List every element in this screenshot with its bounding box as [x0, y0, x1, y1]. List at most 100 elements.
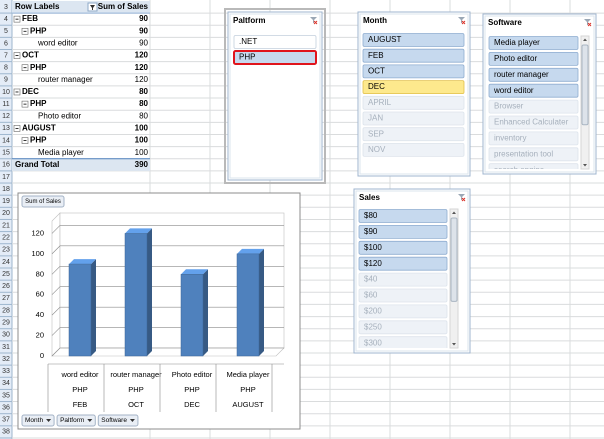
slicer-item[interactable]	[358, 224, 448, 239]
slicer-item[interactable]	[358, 288, 448, 303]
slicer-item[interactable]	[488, 163, 579, 177]
field-button[interactable]	[56, 414, 96, 427]
pivot-item: Media player	[38, 148, 84, 157]
slicer-item-label[interactable]: NOV	[368, 145, 386, 154]
row-number: 13	[2, 125, 10, 132]
slicer-item-label[interactable]: Media player	[494, 38, 540, 47]
grid-line	[51, 286, 284, 295]
slicer-item[interactable]	[362, 80, 465, 94]
field-button[interactable]	[21, 414, 55, 427]
slicer-item-label[interactable]: Browser	[494, 102, 524, 111]
row-number: 28	[2, 307, 10, 314]
clear-filter-icon[interactable]	[310, 17, 317, 23]
clear-filter-icon[interactable]	[458, 17, 465, 23]
slicer-item[interactable]	[358, 304, 448, 319]
slicer-item[interactable]	[358, 320, 448, 335]
slicer-item-label[interactable]: APRIL	[368, 98, 392, 107]
slicer-item-label[interactable]: $90	[364, 227, 378, 236]
slicer-item[interactable]	[488, 83, 579, 98]
slicer-item[interactable]	[233, 35, 317, 49]
slicer-item-label[interactable]: SEP	[368, 129, 384, 138]
pivot-total-value: 390	[135, 160, 149, 169]
slicer-item[interactable]	[488, 36, 579, 50]
slicer-item-label[interactable]: DEC	[368, 82, 385, 91]
slicer-item-label[interactable]: FEB	[368, 51, 384, 60]
slicer-item-label[interactable]: $80	[364, 211, 378, 220]
row-number: 23	[2, 247, 10, 254]
slicer-item[interactable]	[488, 52, 579, 66]
pivot-value: 120	[135, 63, 149, 72]
field-button-label[interactable]: Month	[25, 417, 43, 424]
slicer-item[interactable]	[358, 336, 448, 350]
field-button-arrow[interactable]	[87, 419, 93, 422]
slicer-item-label[interactable]: .NET	[239, 37, 257, 46]
slicer-item[interactable]	[362, 95, 465, 110]
slicer-item-label[interactable]: OCT	[368, 67, 385, 76]
row-number: 19	[2, 198, 10, 205]
scroll-down-arrow[interactable]	[452, 343, 456, 346]
clear-filter-icon[interactable]	[458, 194, 465, 200]
slicer-item-label[interactable]: word editor	[493, 86, 534, 95]
slicer-item-label[interactable]: inventory	[494, 134, 526, 143]
slicer-item[interactable]	[362, 33, 465, 47]
scrollbar-thumb[interactable]	[581, 44, 589, 126]
field-button-label[interactable]: Software	[101, 417, 127, 424]
slicer-item-label[interactable]: router manager	[494, 70, 549, 79]
row-number: 8	[4, 65, 8, 72]
slicer-item-label[interactable]: presentation tool	[494, 149, 553, 158]
slicer-item[interactable]	[233, 50, 317, 65]
scroll-up-arrow[interactable]	[583, 38, 587, 42]
field-button-label[interactable]: Paltform	[60, 417, 84, 424]
clear-filter-icon[interactable]	[584, 19, 591, 25]
slicer-item[interactable]	[362, 64, 465, 79]
row-number: 3	[4, 4, 8, 11]
slicer-item[interactable]	[488, 115, 579, 130]
slicer-item-label[interactable]: $300	[364, 338, 382, 347]
clear-filter-x	[587, 22, 592, 27]
field-button[interactable]	[97, 414, 139, 427]
scroll-down-arrow[interactable]	[583, 164, 587, 167]
x-tick-label: word editor	[60, 370, 99, 379]
slicer-item-label[interactable]: search engine	[494, 165, 545, 174]
row-number: 38	[2, 429, 10, 436]
y-tick-label: 20	[36, 331, 44, 340]
slicer-item[interactable]	[362, 111, 465, 126]
bar	[180, 274, 204, 357]
slicer-item-label[interactable]: Enhanced Calculater	[494, 118, 569, 127]
slicer-item-label[interactable]: AUGUST	[368, 35, 401, 44]
slicer-item[interactable]	[488, 147, 579, 162]
x-tick-group-label: PHP	[184, 385, 199, 394]
slicer-item[interactable]	[358, 240, 448, 255]
slicer-item[interactable]	[488, 67, 579, 82]
bar	[236, 253, 260, 357]
slicer-item-label[interactable]: $100	[364, 243, 382, 252]
slicer-item-label[interactable]: $60	[364, 291, 378, 300]
scrollbar-thumb[interactable]	[450, 217, 458, 302]
pivot-platform: PHP	[30, 63, 47, 72]
slicer-title: Paltform	[233, 16, 265, 25]
row-number: 22	[2, 235, 10, 242]
value-field-button-label[interactable]: Sum of Sales	[25, 199, 61, 205]
row-number: 5	[4, 28, 8, 35]
slicer-item[interactable]	[358, 256, 448, 271]
slicer-item[interactable]	[362, 48, 465, 63]
slicer-item-label[interactable]: $250	[364, 322, 382, 331]
slicer-item[interactable]	[358, 209, 448, 223]
field-button-arrow[interactable]	[46, 419, 52, 422]
value-field-button[interactable]	[21, 195, 65, 208]
slicer-item-label[interactable]: $120	[364, 259, 382, 268]
slicer-item[interactable]	[488, 99, 579, 114]
slicer-item[interactable]	[358, 272, 448, 287]
slicer-item[interactable]	[362, 127, 465, 142]
field-button-arrow[interactable]	[129, 419, 135, 422]
pivot-item: Photo editor	[38, 111, 81, 120]
slicer-item-label[interactable]: Photo editor	[494, 54, 537, 63]
slicer-item-label[interactable]: PHP	[239, 53, 255, 62]
scroll-up-arrow[interactable]	[452, 211, 456, 215]
slicer-item-label[interactable]: $200	[364, 307, 382, 316]
slicer-item[interactable]	[362, 142, 465, 157]
slicer-item[interactable]	[488, 131, 579, 146]
slicer-item-label[interactable]: JAN	[368, 114, 383, 123]
row-number: 21	[2, 222, 10, 229]
slicer-item-label[interactable]: $40	[364, 275, 378, 284]
